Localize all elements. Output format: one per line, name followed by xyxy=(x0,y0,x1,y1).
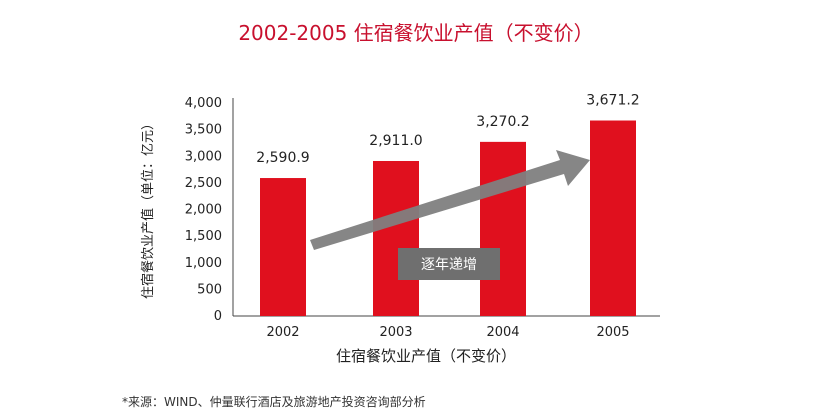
x-category-label: 2005 xyxy=(596,325,629,340)
chart-title: 2002-2005 住宿餐饮业产值（不变价） xyxy=(238,21,593,45)
bar xyxy=(373,160,419,316)
bar-value-label: 3,270.2 xyxy=(476,114,529,130)
trend-arrow xyxy=(310,150,590,250)
x-category-label: 2004 xyxy=(486,325,519,340)
bar-value-label: 2,590.9 xyxy=(256,150,309,166)
bar xyxy=(590,120,636,316)
x-axis-categories: 2002 2003 2004 2005 xyxy=(266,325,629,340)
trend-label-box xyxy=(398,248,500,280)
bars-group: 2,590.9 2,911.0 3,270.2 3,671.2 xyxy=(256,93,640,316)
y-tick-label: 3,000 xyxy=(185,149,222,164)
source-note: *来源：WIND、仲量联行酒店及旅游地产投资咨询部分析 xyxy=(122,394,426,409)
y-tick-label: 2,500 xyxy=(185,176,222,191)
trend-label: 逐年递增 xyxy=(421,257,477,273)
y-tick-label: 3,500 xyxy=(185,123,222,138)
y-tick-label: 4,000 xyxy=(185,96,222,111)
y-tick-label: 2,000 xyxy=(185,203,222,218)
bar xyxy=(480,141,526,316)
x-category-label: 2003 xyxy=(379,325,412,340)
bar xyxy=(260,178,306,316)
y-axis-label: 住宿餐饮业产值（单位：亿元） xyxy=(140,117,156,299)
bar-value-label: 2,911.0 xyxy=(369,133,422,149)
y-tick-label: 1,000 xyxy=(185,256,222,271)
y-tick-label: 500 xyxy=(197,282,222,297)
x-category-label: 2002 xyxy=(266,325,299,340)
y-tick-label: 0 xyxy=(214,309,222,324)
x-axis-label: 住宿餐饮业产值（不变价） xyxy=(336,347,516,365)
bar-value-label: 3,671.2 xyxy=(586,93,639,109)
y-tick-label: 1,500 xyxy=(185,229,222,244)
y-axis-ticks: 0 500 1,000 1,500 2,000 2,500 3,000 3,500 4,000 xyxy=(185,96,222,324)
trend-arrow-shape xyxy=(310,150,590,250)
